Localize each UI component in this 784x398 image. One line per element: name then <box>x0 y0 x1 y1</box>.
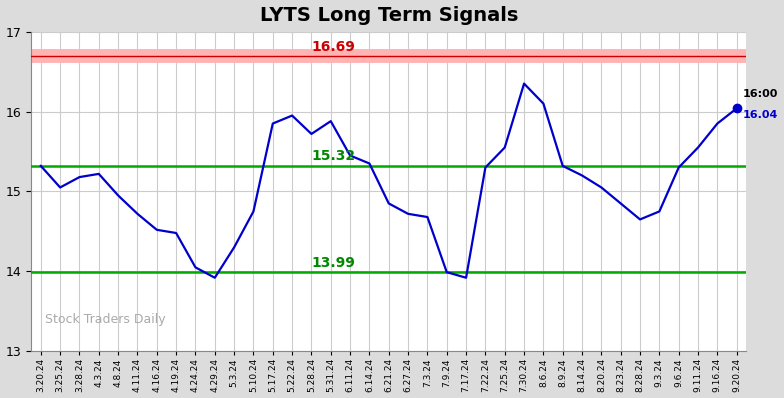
Text: 13.99: 13.99 <box>311 256 355 269</box>
Text: 16.04: 16.04 <box>742 110 778 120</box>
Text: 16.69: 16.69 <box>311 40 355 54</box>
Text: 16:00: 16:00 <box>742 89 778 99</box>
Text: Stock Traders Daily: Stock Traders Daily <box>45 313 166 326</box>
Title: LYTS Long Term Signals: LYTS Long Term Signals <box>260 6 518 25</box>
Text: 15.32: 15.32 <box>311 149 355 163</box>
